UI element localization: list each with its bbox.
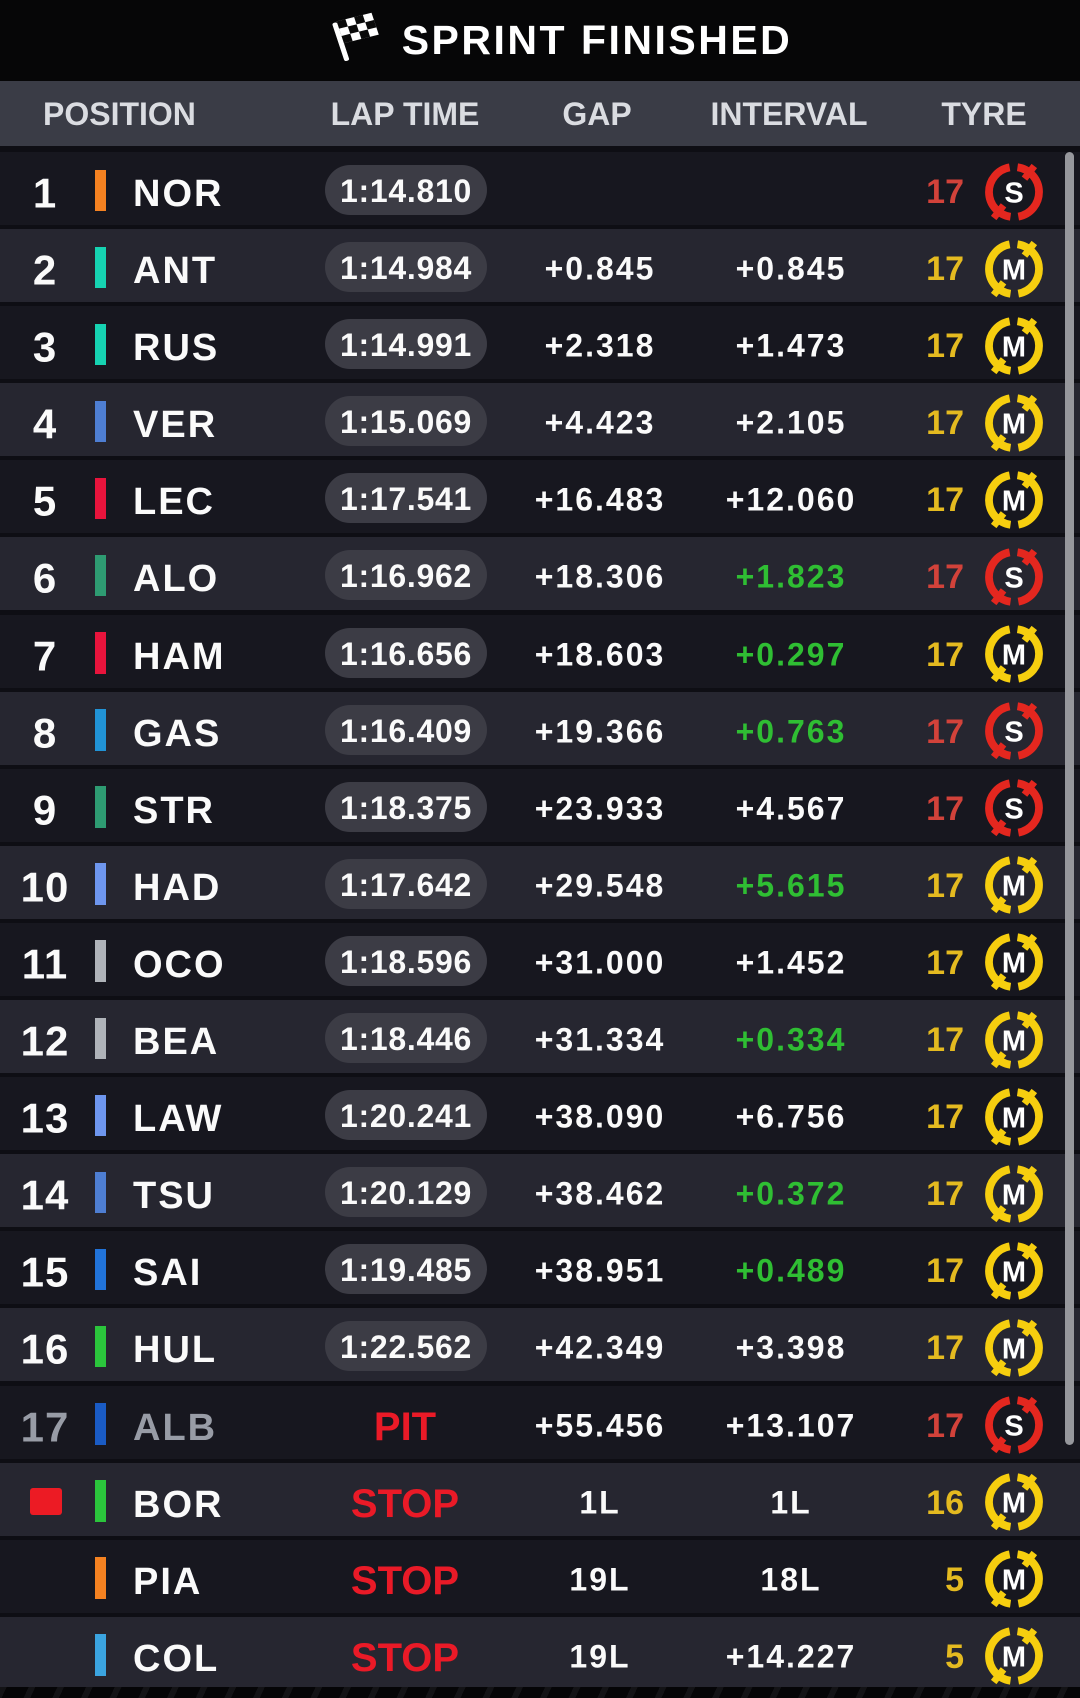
svg-text:S: S	[1004, 794, 1023, 826]
svg-text:M: M	[1002, 254, 1026, 286]
svg-text:S: S	[1004, 717, 1023, 749]
svg-text:M: M	[1002, 1565, 1026, 1597]
svg-text:M: M	[1002, 640, 1026, 672]
svg-text:M: M	[1002, 871, 1026, 903]
svg-text:M: M	[1002, 948, 1026, 980]
svg-text:M: M	[1002, 485, 1026, 517]
svg-text:M: M	[1002, 1256, 1026, 1288]
svg-text:S: S	[1004, 177, 1023, 209]
svg-text:M: M	[1002, 408, 1026, 440]
svg-text:M: M	[1002, 1642, 1026, 1674]
svg-text:S: S	[1004, 1411, 1023, 1443]
svg-text:M: M	[1002, 1333, 1026, 1365]
svg-text:M: M	[1002, 1025, 1026, 1057]
svg-text:M: M	[1002, 1488, 1026, 1520]
svg-text:M: M	[1002, 1179, 1026, 1211]
svg-text:M: M	[1002, 1102, 1026, 1134]
svg-text:M: M	[1002, 331, 1026, 363]
svg-text:S: S	[1004, 562, 1023, 594]
